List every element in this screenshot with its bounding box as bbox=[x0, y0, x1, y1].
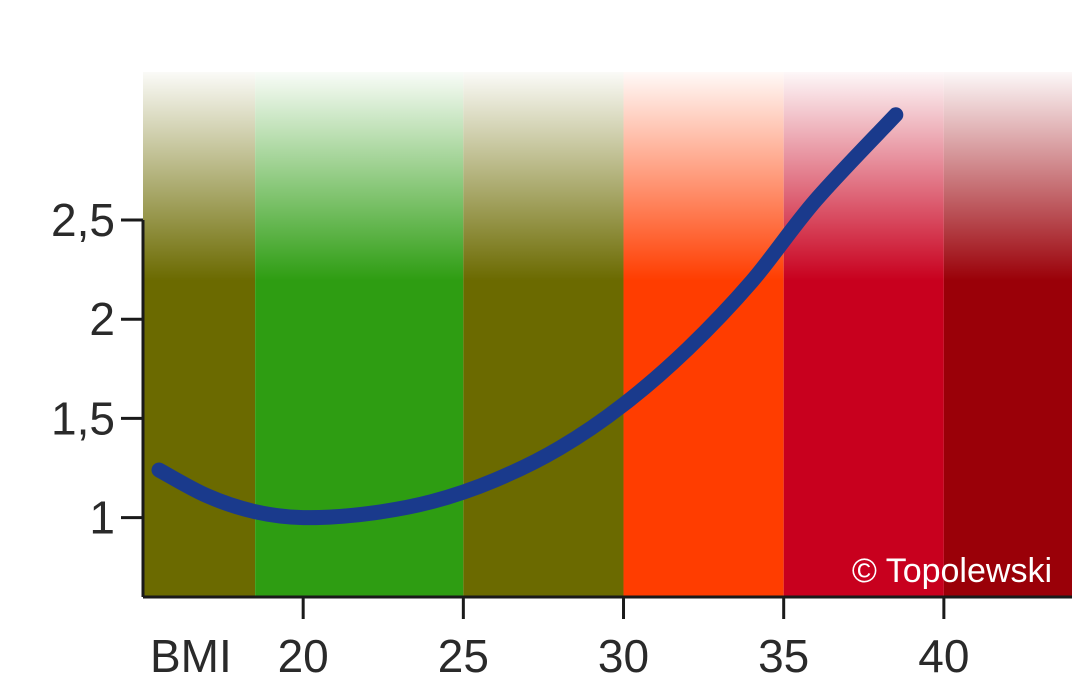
data-point bbox=[687, 348, 688, 349]
labels-group: 1 1,5 2 2,5 20 25 30 35 40 BMI © Topolewski bbox=[51, 194, 1052, 682]
x-tick-label: 25 bbox=[438, 630, 489, 682]
data-point bbox=[559, 448, 560, 449]
y-tick-label: 2 bbox=[89, 293, 115, 345]
y-tick-label: 1,5 bbox=[51, 392, 115, 444]
data-point bbox=[495, 479, 496, 480]
series-line-0 bbox=[151, 107, 904, 526]
data-point bbox=[159, 470, 160, 471]
credit-annotation: © Topolewski bbox=[852, 552, 1052, 590]
data-point bbox=[623, 404, 624, 405]
axes-group bbox=[121, 218, 1072, 619]
x-tick-label: 35 bbox=[758, 630, 809, 682]
data-point bbox=[815, 200, 816, 201]
data-point bbox=[367, 513, 368, 514]
data-point bbox=[751, 281, 752, 282]
x-tick-label: 40 bbox=[918, 630, 969, 682]
series-line-group bbox=[151, 107, 904, 526]
data-point bbox=[255, 511, 256, 512]
y-tick-label: 1 bbox=[89, 492, 115, 544]
data-point bbox=[895, 114, 896, 115]
x-axis-label: BMI bbox=[150, 630, 232, 682]
x-tick-label: 30 bbox=[598, 630, 649, 682]
x-tick-label: 20 bbox=[278, 630, 329, 682]
y-tick-label: 2,5 bbox=[51, 194, 115, 246]
data-point bbox=[207, 495, 208, 496]
data-point bbox=[303, 517, 304, 518]
top-fade-overlay bbox=[141, 0, 1074, 597]
data-point bbox=[431, 501, 432, 502]
